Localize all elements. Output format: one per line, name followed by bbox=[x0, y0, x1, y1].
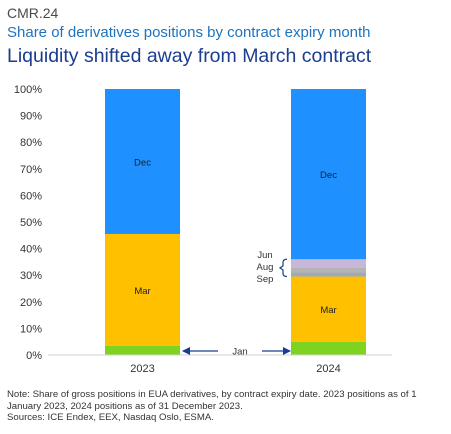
y-tick-label: 90% bbox=[20, 111, 42, 123]
month-label-sep: Sep bbox=[257, 274, 274, 285]
note-text: Note: Share of gross positions in EUA de… bbox=[7, 389, 417, 412]
bar-label-dec-2024: Dec bbox=[320, 170, 337, 181]
bar-label-mar-2023: Mar bbox=[134, 286, 150, 297]
month-label-jun: Jun bbox=[257, 250, 272, 261]
y-tick-label: 60% bbox=[20, 190, 42, 202]
chart-note: Note: Share of gross positions in EUA de… bbox=[7, 389, 447, 424]
sources-text: Sources: ICE Endex, EEX, Nasdaq Oslo, ES… bbox=[7, 412, 214, 423]
y-tick-label: 30% bbox=[20, 270, 42, 282]
bar-segment-mar-2023 bbox=[105, 233, 180, 346]
x-tick-label-2023: 2023 bbox=[130, 363, 154, 375]
y-axis: 0% 10% 20% 30% 40% 50% 60% 70% 80% 90% 100% bbox=[14, 84, 42, 362]
y-tick-label: 50% bbox=[20, 217, 42, 229]
bar-segment-aug-2024 bbox=[291, 267, 366, 273]
bar-segment-dec-2024 bbox=[291, 89, 366, 260]
brace-jun-aug-sep bbox=[278, 258, 288, 278]
bar-segment-jan-2023 bbox=[105, 345, 180, 355]
y-tick-label: 70% bbox=[20, 164, 42, 176]
bar-segment-jan-2024 bbox=[291, 341, 366, 355]
month-label-aug: Aug bbox=[257, 262, 274, 273]
stacked-bar-chart: 0% 10% 20% 30% 40% 50% 60% 70% 80% 90% 100% Mar Dec… bbox=[14, 84, 392, 375]
jan-annotation-label: Jan bbox=[232, 347, 247, 358]
chart-code: CMR.24 bbox=[7, 5, 59, 21]
x-tick-label-2024: 2024 bbox=[316, 363, 340, 375]
y-tick-label: 100% bbox=[14, 84, 42, 96]
chart-title: Liquidity shifted away from March contra… bbox=[7, 45, 372, 67]
bar-segment-jun-2024 bbox=[291, 259, 366, 268]
bar-label-dec-2023: Dec bbox=[134, 157, 151, 168]
bar-label-mar-2024: Mar bbox=[320, 305, 336, 316]
y-tick-label: 40% bbox=[20, 244, 42, 256]
bar-labels: Mar Dec Mar Dec bbox=[134, 157, 337, 316]
bars bbox=[105, 89, 366, 355]
bar-segment-mar-2024 bbox=[291, 276, 366, 342]
chart-header: CMR.24 Share of derivatives positions by… bbox=[7, 4, 447, 68]
y-tick-label: 20% bbox=[20, 297, 42, 309]
y-tick-label: 0% bbox=[26, 350, 42, 362]
bar-segment-sep-2024 bbox=[291, 272, 366, 277]
bar-segment-dec-2023 bbox=[105, 89, 180, 234]
chart-subtitle: Share of derivatives positions by contra… bbox=[7, 24, 371, 41]
y-tick-label: 80% bbox=[20, 137, 42, 149]
x-axis: 2023 2024 bbox=[48, 354, 392, 375]
y-tick-label: 10% bbox=[20, 323, 42, 335]
